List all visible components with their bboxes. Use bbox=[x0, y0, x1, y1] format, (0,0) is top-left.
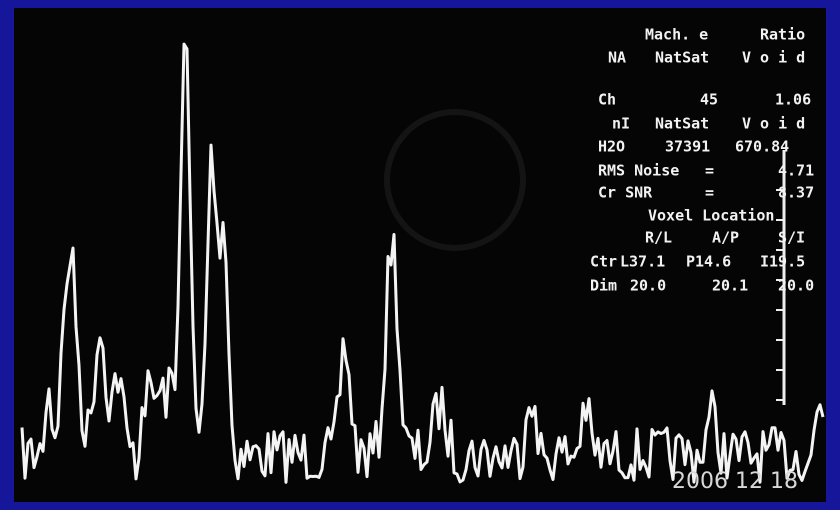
readout-cell: = bbox=[705, 162, 714, 180]
readout-cell: Dim bbox=[590, 277, 617, 295]
readout-cell: V o i d bbox=[742, 49, 805, 67]
readout-cell: I19.5 bbox=[760, 253, 805, 271]
readout-cell: = bbox=[705, 184, 714, 202]
scale-bar bbox=[776, 150, 786, 405]
readout-cell: Voxel Location bbox=[648, 207, 774, 225]
readout-cell: 20.1 bbox=[712, 277, 748, 295]
readout-cell: nI bbox=[612, 115, 630, 133]
readout-cell: 20.0 bbox=[778, 277, 814, 295]
readout-cell: RMS Noise bbox=[598, 162, 679, 180]
readout-cell: Cr SNR bbox=[598, 184, 653, 202]
readout-cell: 20.0 bbox=[630, 277, 666, 295]
readout-cell: V o i d bbox=[742, 115, 805, 133]
readout-cell: H2O bbox=[598, 138, 625, 156]
readout-cell: A/P bbox=[712, 229, 739, 247]
readout-cell: Mach. e bbox=[645, 26, 708, 44]
readout-cell: L37.1 bbox=[620, 253, 665, 271]
readout-cell: NatSat bbox=[655, 115, 709, 133]
readout-cell: Ch bbox=[598, 91, 616, 109]
readout-cell: 45 bbox=[700, 91, 718, 109]
readout-cell: 8.37 bbox=[778, 184, 814, 202]
readout-cell: 37391 bbox=[665, 138, 710, 156]
readout-cell: 670.84 bbox=[735, 138, 789, 156]
readout-cell: R/L bbox=[645, 229, 672, 247]
date-stamp: 2006 12 18 bbox=[672, 469, 798, 494]
readout-cell: Ctr bbox=[590, 253, 617, 271]
readout-cell: NA bbox=[608, 49, 626, 67]
readout-panel: Mach. e Ratio NA NatSat V o i d Ch 45 1.06 nI Nat… bbox=[590, 26, 814, 295]
readout-cell: Ratio bbox=[760, 26, 805, 44]
readout-cell: S/I bbox=[778, 229, 805, 247]
readout-cell: NatSat bbox=[655, 49, 709, 67]
screen-reflection bbox=[384, 109, 526, 251]
readout-cell: 1.06 bbox=[775, 91, 811, 109]
readout-cell: 4.71 bbox=[778, 162, 814, 180]
screen bbox=[14, 8, 826, 502]
spectrum bbox=[20, 42, 825, 484]
readout-cell: P14.6 bbox=[686, 253, 731, 271]
